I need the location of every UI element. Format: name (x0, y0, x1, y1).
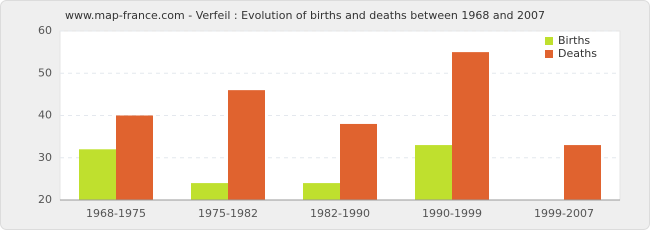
x-tick-label: 1990-1999 (422, 207, 482, 220)
y-tick-label: 30 (38, 151, 52, 164)
bar (415, 145, 452, 200)
bar (116, 115, 153, 200)
x-tick-label: 1968-1975 (86, 207, 146, 220)
legend-swatch (545, 50, 553, 58)
y-tick-label: 60 (38, 24, 52, 37)
x-tick-label: 1975-1982 (198, 207, 258, 220)
bar (79, 149, 116, 200)
bar (564, 145, 601, 200)
y-tick-label: 40 (38, 109, 52, 122)
bar (340, 123, 377, 200)
chart-title: www.map-france.com - Verfeil : Evolution… (65, 9, 545, 22)
y-tick-label: 20 (38, 193, 52, 206)
bar (303, 183, 340, 200)
bar (191, 183, 228, 200)
x-tick-label: 1982-1990 (310, 207, 370, 220)
chart: www.map-france.com - Verfeil : Evolution… (0, 0, 650, 230)
legend-label: Deaths (558, 47, 597, 60)
legend-swatch (545, 37, 553, 45)
bar (452, 52, 489, 200)
bar (228, 90, 265, 200)
y-tick-label: 50 (38, 66, 52, 79)
x-tick-label: 1999-2007 (534, 207, 594, 220)
legend-label: Births (558, 34, 590, 47)
